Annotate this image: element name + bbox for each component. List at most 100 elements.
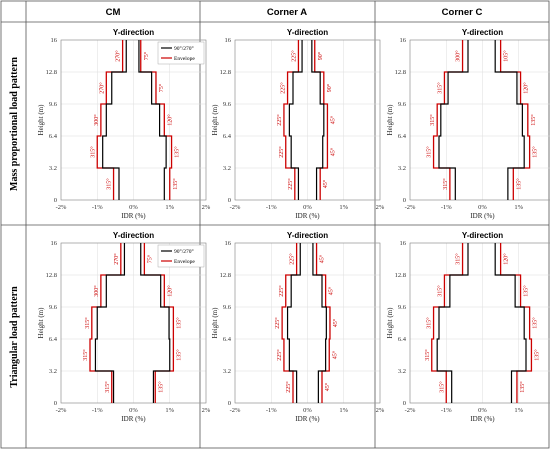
angle-label-positive: 135° <box>523 285 530 297</box>
column-header-corner-c: Corner C <box>442 7 483 18</box>
legend-label-response: 90°/270° <box>174 248 194 255</box>
response-line-negative <box>438 40 469 200</box>
legend-label-envelope: Envelope <box>174 56 195 62</box>
angle-label-positive: 135° <box>532 317 539 329</box>
chart-title: Y-direction <box>462 231 503 240</box>
angle-label-negative: 225° <box>278 285 285 297</box>
angle-label-positive: 135° <box>174 146 181 158</box>
angle-label-negative: 315° <box>104 381 111 393</box>
x-tick-label: 0% <box>129 204 138 211</box>
y-tick-label: 9.6 <box>223 304 232 311</box>
y-tick-label: 0 <box>228 197 231 204</box>
y-tick-label: 12.8 <box>46 69 57 76</box>
y-axis-label: Height (m) <box>386 104 394 136</box>
angle-label-positive: 45° <box>328 286 335 295</box>
angle-label-positive: 135° <box>533 349 540 361</box>
angle-label-negative: 225° <box>285 381 292 393</box>
response-line-positive <box>312 243 327 403</box>
response-line-positive <box>494 243 527 403</box>
angle-label-positive: 135° <box>530 114 537 126</box>
y-tick-label: 16 <box>51 37 58 44</box>
x-tick-label: -1% <box>441 407 452 414</box>
y-tick-label: 16 <box>51 240 58 247</box>
angle-label-negative: 315° <box>424 349 431 361</box>
x-tick-label: -2% <box>405 407 416 414</box>
angle-label-negative: 315° <box>84 317 91 329</box>
y-tick-label: 0 <box>228 400 231 407</box>
row-label-triangular: Triangular load pattern <box>9 286 20 388</box>
x-tick-label: 0% <box>303 407 312 414</box>
angle-label-positive: 135° <box>515 178 522 190</box>
column-header-cm: CM <box>106 7 121 18</box>
angle-label-negative: 315° <box>106 178 113 190</box>
chart-title: Y-direction <box>113 28 154 37</box>
x-tick-label: 0% <box>478 407 487 414</box>
angle-label-positive: 75° <box>146 254 153 263</box>
response-line-positive <box>311 40 325 200</box>
plot-frame <box>409 39 550 201</box>
x-tick-label: -2% <box>56 407 67 414</box>
y-tick-label: 3.2 <box>223 368 231 375</box>
angle-label-positive: 45° <box>332 318 339 327</box>
y-tick-label: 0 <box>403 197 406 204</box>
response-line-negative <box>288 40 303 200</box>
y-tick-label: 12.8 <box>395 69 406 76</box>
x-tick-label: 0% <box>129 407 138 414</box>
plot-frame <box>234 242 381 404</box>
y-tick-label: 3.2 <box>398 165 406 172</box>
angle-label-positive: 135° <box>172 178 179 190</box>
angle-label-negative: 270° <box>115 50 122 62</box>
x-tick-label: 1% <box>165 204 174 211</box>
chart-panel-0: -2% -1% 0% 1% 2% 0 3.2 6.4 9.6 12.8 16 IDR (%) Heigh… <box>37 28 211 220</box>
y-tick-label: 16 <box>400 240 407 247</box>
angle-label-negative: 315° <box>455 253 462 265</box>
angle-label-positive: 45° <box>329 115 336 124</box>
x-axis-label: IDR (%) <box>121 212 146 220</box>
y-axis-label: Height (m) <box>211 104 219 136</box>
angle-label-negative: 225° <box>280 82 287 94</box>
chart-panel-1: -2% -1% 0% 1% 2% 0 3.2 6.4 9.6 12.8 16 IDR (%) Heigh… <box>211 28 385 220</box>
chart-title: Y-direction <box>462 28 503 37</box>
angle-label-positive: 90° <box>326 83 333 92</box>
row-label-mass-proportional: Mass proportional load pattern <box>9 57 20 191</box>
response-line-negative <box>94 243 126 403</box>
y-tick-label: 3.2 <box>49 368 57 375</box>
response-line-positive <box>140 243 171 403</box>
x-axis-label: IDR (%) <box>295 415 320 423</box>
angle-label-negative: 225° <box>290 50 297 62</box>
chart-panel-4: -2% -1% 0% 1% 2% 0 3.2 6.4 9.6 12.8 16 IDR (%) Heigh… <box>211 231 385 423</box>
x-tick-label: 2% <box>376 204 385 211</box>
chart-panel-3: -2% -1% 0% 1% 2% 0 3.2 6.4 9.6 12.8 16 IDR (%) Heigh… <box>37 231 211 423</box>
angle-label-negative: 270° <box>98 82 105 94</box>
y-tick-label: 6.4 <box>49 336 58 343</box>
y-tick-label: 9.6 <box>49 304 58 311</box>
angle-label-negative: 225° <box>278 146 285 158</box>
y-tick-label: 3.2 <box>223 165 231 172</box>
angle-label-positive: 45° <box>324 382 331 391</box>
angle-label-negative: 225° <box>274 317 281 329</box>
plot-frame <box>60 39 207 201</box>
x-tick-label: 0% <box>478 204 487 211</box>
y-tick-label: 0 <box>403 400 406 407</box>
y-tick-label: 9.6 <box>398 304 407 311</box>
angle-label-positive: 135° <box>532 146 539 158</box>
response-line-positive <box>494 40 525 200</box>
y-axis-label: Height (m) <box>37 104 45 136</box>
y-tick-label: 12.8 <box>395 272 406 279</box>
x-tick-label: -1% <box>92 204 103 211</box>
y-tick-label: 6.4 <box>398 133 407 140</box>
angle-label-negative: 315° <box>426 146 433 158</box>
angle-label-negative: 315° <box>436 285 443 297</box>
x-tick-label: -2% <box>230 204 241 211</box>
x-tick-label: 2% <box>202 407 211 414</box>
angle-label-positive: 120° <box>523 82 530 94</box>
response-line-negative <box>102 40 127 200</box>
plot-frame <box>234 39 381 201</box>
y-tick-label: 12.8 <box>220 69 231 76</box>
angle-label-positive: 120° <box>503 253 510 265</box>
angle-label-positive: 45° <box>322 179 329 188</box>
y-tick-label: 9.6 <box>398 101 407 108</box>
angle-label-positive: 135° <box>175 317 182 329</box>
y-tick-label: 3.2 <box>398 368 406 375</box>
angle-label-negative: 225° <box>287 178 294 190</box>
